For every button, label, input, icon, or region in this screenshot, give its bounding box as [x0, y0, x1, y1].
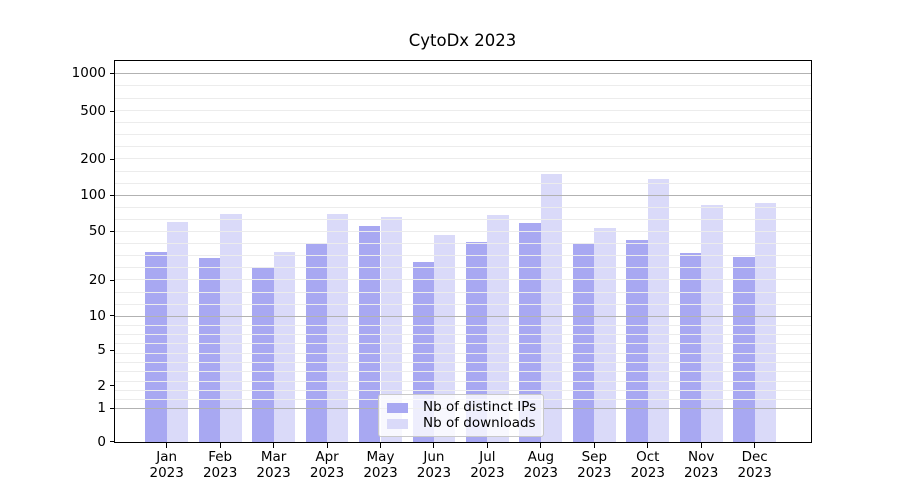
x-tick-mark-oct	[647, 443, 649, 448]
bar-distinct-ips-jan	[145, 251, 167, 442]
x-tick-label-may: May 2023	[363, 449, 398, 481]
bar-downloads-dec	[754, 203, 777, 442]
x-tick-label-aug: Aug 2023	[523, 449, 559, 481]
x-tick-mark-jul	[486, 443, 488, 448]
legend: Nb of distinct IPs Nb of downloads	[378, 394, 544, 437]
bars-layer	[115, 61, 811, 442]
y-tick-label-200: 200	[80, 151, 106, 167]
bar-downloads-apr	[327, 213, 349, 442]
x-tick-mark-jun	[433, 443, 435, 448]
y-tick-label-10: 10	[88, 307, 106, 324]
x-tick-label-oct: Oct 2023	[630, 449, 665, 481]
x-tick-mark-mar	[273, 443, 275, 448]
bar-distinct-ips-mar	[252, 268, 274, 442]
y-tick-label-0: 0	[97, 433, 106, 450]
bar-distinct-ips-feb	[198, 258, 221, 442]
x-tick-mark-jan	[166, 443, 168, 448]
legend-item-downloads: Nb of downloads	[387, 415, 536, 431]
bar-downloads-jul	[487, 215, 509, 442]
legend-label-distinct-ips: Nb of distinct IPs	[423, 399, 537, 415]
x-tick-mark-aug	[540, 443, 542, 448]
y-tick-label-1: 1	[97, 400, 106, 417]
x-tick-label-apr: Apr 2023	[309, 449, 345, 481]
legend-swatch-downloads	[387, 418, 408, 429]
x-tick-label-jul: Jul 2023	[470, 449, 505, 481]
x-tick-mark-feb	[219, 443, 221, 448]
y-tick-label-500: 500	[80, 103, 106, 119]
bar-downloads-aug	[540, 173, 563, 442]
bar-downloads-feb	[220, 213, 242, 442]
y-tick-label-100: 100	[80, 187, 106, 203]
x-tick-label-jun: Jun 2023	[416, 449, 452, 481]
x-tick-mark-dec	[754, 443, 756, 448]
x-tick-label-nov: Nov 2023	[684, 449, 719, 481]
bar-distinct-ips-apr	[305, 244, 328, 442]
x-tick-mark-nov	[700, 443, 702, 448]
bar-downloads-oct	[647, 179, 670, 442]
x-tick-mark-sep	[593, 443, 595, 448]
bar-distinct-ips-sep	[572, 244, 595, 442]
x-tick-mark-may	[380, 443, 381, 448]
x-tick-label-feb: Feb 2023	[202, 449, 238, 481]
bar-downloads-sep	[594, 227, 616, 442]
x-tick-mark-apr	[326, 443, 328, 448]
bar-distinct-ips-oct	[626, 240, 648, 442]
bar-distinct-ips-aug	[519, 223, 541, 442]
chart-title: CytoDx 2023	[408, 31, 517, 50]
legend-swatch-distinct-ips	[387, 402, 408, 413]
y-tick-label-2: 2	[97, 377, 106, 394]
x-tick-label-dec: Dec 2023	[737, 449, 772, 481]
bar-downloads-mar	[273, 251, 295, 442]
y-tick-label-50: 50	[88, 223, 106, 239]
bar-downloads-may	[380, 217, 402, 442]
y-tick-label-20: 20	[88, 272, 106, 288]
plot-area	[114, 60, 812, 443]
y-tick-label-5: 5	[97, 342, 106, 358]
bar-downloads-jan	[166, 222, 189, 442]
bar-distinct-ips-dec	[733, 256, 755, 442]
x-tick-label-mar: Mar 2023	[256, 449, 291, 481]
legend-label-downloads: Nb of downloads	[423, 415, 536, 431]
y-tick-label-1000: 1000	[71, 65, 106, 82]
x-tick-label-sep: Sep 2023	[577, 449, 612, 481]
bar-distinct-ips-nov	[679, 253, 702, 442]
legend-item-distinct-ips: Nb of distinct IPs	[387, 399, 537, 415]
x-tick-label-jan: Jan 2023	[149, 449, 184, 481]
bar-downloads-nov	[701, 205, 723, 442]
